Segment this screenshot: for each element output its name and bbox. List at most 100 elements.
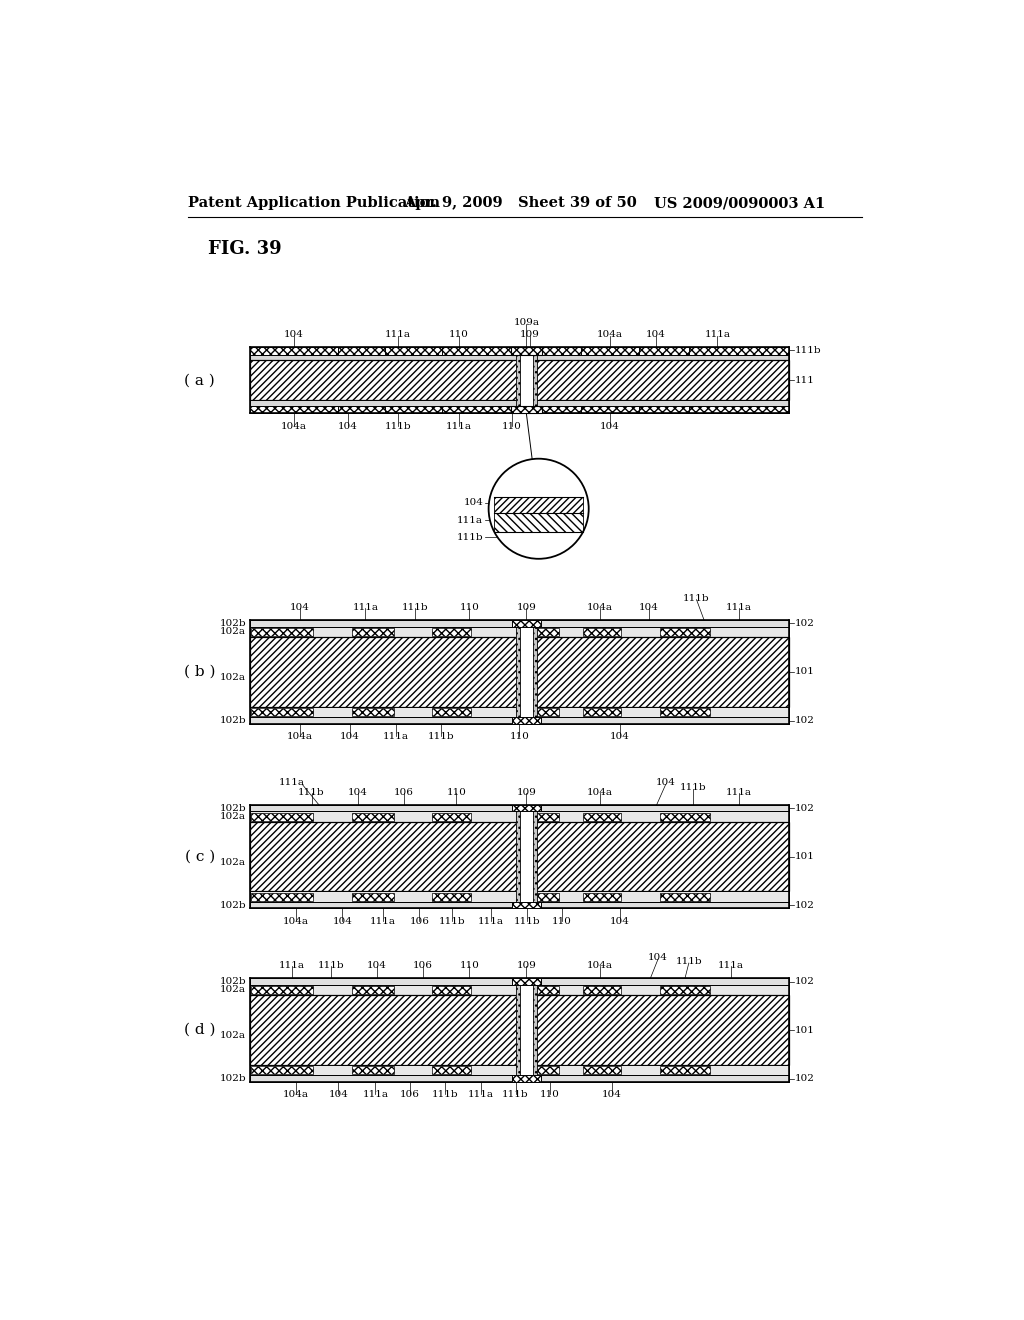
Bar [583,894,621,900]
Bar [532,805,538,908]
Text: 111a: 111a [445,422,472,430]
Text: 104: 104 [338,422,357,430]
Text: 104: 104 [284,330,304,339]
Text: 104: 104 [463,498,483,507]
Bar [385,405,442,413]
Bar [581,405,639,413]
Bar [432,708,471,715]
Bar [250,1065,788,1076]
Bar [515,347,538,413]
Text: 111a: 111a [718,961,744,970]
Bar [532,347,538,413]
Text: 102b: 102b [219,977,246,986]
Bar [252,986,313,994]
Text: 104: 104 [655,779,676,787]
Bar [515,978,538,1081]
Text: 111a: 111a [362,1090,388,1100]
Bar [250,405,788,413]
Text: 111b: 111b [502,1090,528,1100]
Text: 111a: 111a [726,788,752,796]
Bar [432,986,471,994]
Bar [432,1067,471,1074]
Text: 102b: 102b [219,619,246,628]
Bar [583,813,621,821]
Bar [250,355,788,360]
Text: 104a: 104a [597,330,623,339]
Text: 106: 106 [400,1090,420,1100]
Bar [250,706,788,718]
Text: 106: 106 [414,961,433,970]
Bar [532,978,538,1081]
Text: 102: 102 [795,977,815,986]
Text: 102b: 102b [219,900,246,909]
Text: 102a: 102a [220,1031,246,1040]
Bar [494,498,584,512]
Bar [250,360,788,400]
Bar [515,805,520,908]
Bar [583,1067,621,1074]
Bar [250,718,788,723]
Text: 111a: 111a [478,917,504,925]
Bar [250,891,788,903]
Text: 111b: 111b [384,422,411,430]
Text: 104: 104 [609,917,630,925]
Text: 106: 106 [410,917,429,925]
Bar [515,620,520,723]
Text: 104: 104 [367,961,387,970]
Bar [252,894,313,900]
Text: 111a: 111a [370,917,396,925]
Text: 104: 104 [348,788,368,796]
Text: Apr. 9, 2009   Sheet 39 of 50: Apr. 9, 2009 Sheet 39 of 50 [403,197,637,210]
Bar [250,400,788,405]
Text: 104a: 104a [587,603,613,611]
Bar [250,978,788,985]
Text: 106: 106 [394,788,414,796]
Bar [512,903,541,908]
Bar [517,708,559,715]
Bar [250,812,788,822]
Text: 111a: 111a [280,961,305,970]
Text: ( b ): ( b ) [184,665,216,678]
Text: 102a: 102a [220,986,246,994]
Text: 102b: 102b [219,715,246,725]
Bar [515,620,538,723]
Text: ( c ): ( c ) [184,850,215,863]
Bar [432,628,471,636]
Text: 111b: 111b [514,917,541,925]
Bar [385,347,442,355]
Bar [252,628,313,636]
Bar [515,347,520,413]
Circle shape [488,459,589,558]
Text: 111a: 111a [280,779,305,787]
Text: 111b: 111b [431,1090,458,1100]
Text: 102a: 102a [220,673,246,682]
Text: 104: 104 [602,1090,622,1100]
Text: 111a: 111a [705,330,730,339]
Text: 110: 110 [460,603,479,611]
Bar [511,347,542,355]
Text: 102: 102 [795,715,815,725]
Bar [252,1067,313,1074]
Text: Patent Application Publication: Patent Application Publication [188,197,440,210]
Text: 111b: 111b [439,917,466,925]
Text: 111b: 111b [402,603,429,611]
Text: 109: 109 [516,788,537,796]
Text: 104: 104 [646,330,666,339]
Bar [250,638,788,706]
Bar [515,805,538,908]
Text: 104: 104 [333,917,352,925]
Text: 102: 102 [795,900,815,909]
Bar [659,894,710,900]
Text: 102a: 102a [220,858,246,867]
Text: 109: 109 [516,603,537,611]
Text: 101: 101 [795,1026,815,1035]
Text: 109a: 109a [513,318,540,327]
Text: 110: 110 [502,422,521,430]
Bar [659,986,710,994]
Text: 104: 104 [290,603,310,611]
Bar [250,347,788,355]
Bar [659,708,710,715]
Text: 110: 110 [449,330,469,339]
Text: 102b: 102b [219,804,246,813]
Text: 104a: 104a [587,961,613,970]
